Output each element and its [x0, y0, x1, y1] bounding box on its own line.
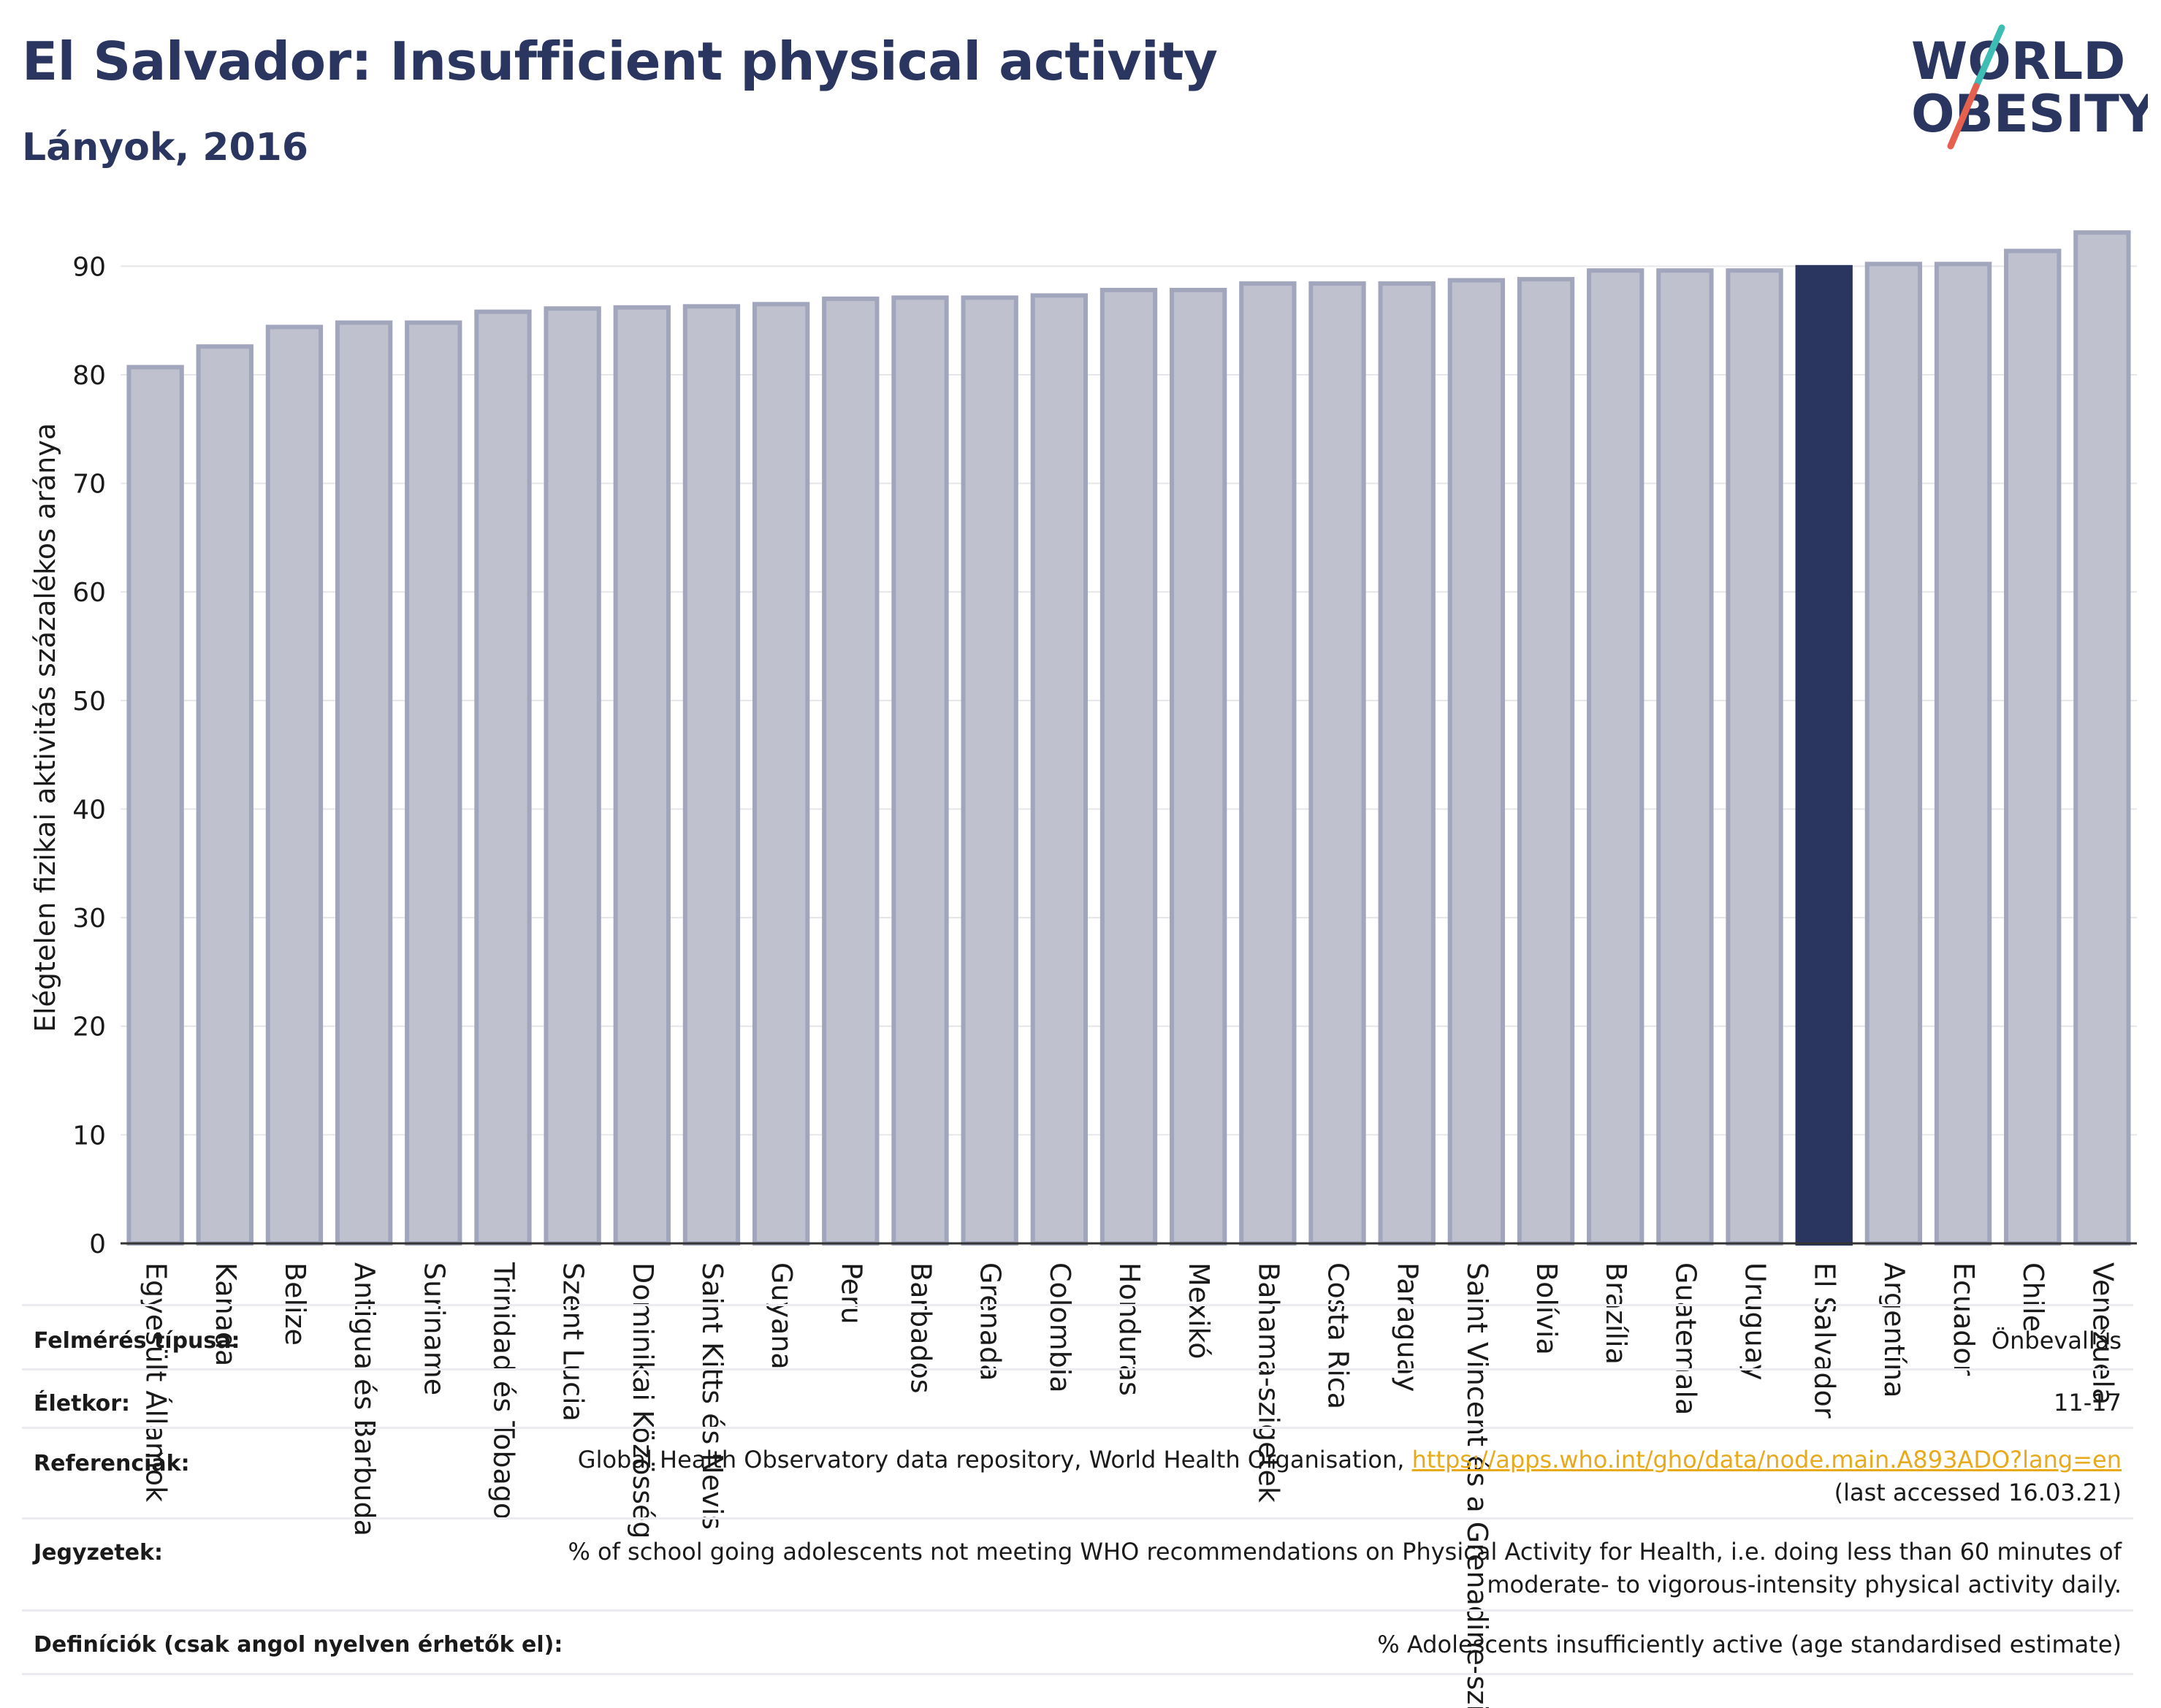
world-obesity-logo: WORLD OBESITY — [1911, 24, 2148, 150]
bar — [2073, 230, 2131, 1246]
x-tick-label: Guyana — [766, 1262, 798, 1370]
logo-slash-red — [1947, 83, 1980, 150]
x-tick-label: Saint Kitts és Nevis — [696, 1262, 728, 1530]
bar — [1447, 278, 1506, 1246]
x-tick-label: Belize — [279, 1262, 311, 1346]
page-title: El Salvador: Insufficient physical activ… — [22, 31, 1218, 92]
info-row-definitions: Definíciók (csak angol nyelven érhetők e… — [22, 1609, 2133, 1675]
logo-word-obesity: OBESITY — [1911, 84, 2148, 144]
y-tick-label: 50 — [72, 687, 106, 717]
x-tick-label: Suriname — [418, 1262, 450, 1395]
x-tick-label: Egyesült Államok — [140, 1262, 172, 1502]
bar — [961, 295, 1018, 1246]
notes-line-1: % of school going adolescents not meetin… — [568, 1538, 2122, 1566]
x-tick-label: Saint Vincent és a Grenadine-szigetek — [1461, 1262, 1493, 1708]
bar — [1934, 262, 1992, 1246]
references-text: Global Health Observatory data repositor… — [577, 1446, 1412, 1473]
y-tick-label: 90 — [72, 252, 106, 282]
x-tick-label: Dominikai Közösség — [627, 1262, 659, 1539]
y-tick-label: 80 — [72, 361, 106, 391]
x-tick-label: Mexikó — [1183, 1262, 1215, 1359]
x-tick-label: Kanada — [210, 1262, 242, 1366]
x-tick-label: Uruguay — [1739, 1262, 1772, 1381]
x-tick-label: Honduras — [1113, 1262, 1146, 1396]
x-tick-label: Venezuela — [2086, 1262, 2119, 1405]
notes-line-2: moderate- to vigorous-intensity physical… — [1487, 1570, 2122, 1598]
age-value: 11-17 — [2054, 1389, 2122, 1417]
info-row-survey: Felmérés típusa: Önbevallás — [22, 1304, 2133, 1370]
references-access: (last accessed 16.03.21) — [1834, 1478, 2122, 1506]
bar — [682, 304, 741, 1246]
bar — [405, 320, 462, 1246]
x-tick-label: Barbados — [904, 1262, 937, 1394]
info-row-age: Életkor: 11-17 — [22, 1368, 2133, 1429]
y-tick-label: 40 — [72, 795, 106, 825]
bar — [1656, 268, 1714, 1246]
bar — [1239, 281, 1297, 1246]
x-tick-label: Peru — [835, 1262, 867, 1324]
bar — [613, 305, 671, 1246]
bar-highlight — [1795, 264, 1853, 1246]
references-label: Referenciák: — [34, 1451, 190, 1476]
x-tick-label: Szent Lucia — [557, 1262, 590, 1422]
info-row-references: Referenciák: Global Health Observatory d… — [22, 1427, 2133, 1520]
bar — [335, 320, 393, 1246]
bar — [1099, 288, 1158, 1246]
bar — [822, 296, 880, 1246]
y-tick-label: 10 — [72, 1121, 106, 1151]
y-axis-label: Elégtelen fizikai aktivitás százalékos a… — [29, 423, 61, 1032]
y-tick-label: 20 — [72, 1013, 106, 1042]
bar — [1587, 268, 1644, 1246]
bar — [1517, 277, 1575, 1246]
y-tick-label: 70 — [72, 470, 106, 500]
page-subtitle: Lányok, 2016 — [22, 126, 309, 169]
bar — [126, 365, 184, 1246]
bar — [544, 306, 601, 1246]
x-tick-label: Chile — [2017, 1262, 2049, 1332]
definitions-label: Definíciók (csak angol nyelven érhetők e… — [34, 1632, 563, 1658]
bar — [1030, 293, 1088, 1246]
y-tick-label: 60 — [72, 578, 106, 608]
bottom-divider — [22, 1673, 2133, 1675]
x-tick-label: Brazília — [1600, 1262, 1632, 1365]
definitions-value: % Adolescents insufficiently active (age… — [1377, 1631, 2122, 1658]
x-tick-label: Argentína — [1878, 1262, 1910, 1398]
logo-word-world: WORLD — [1911, 31, 2125, 91]
bar — [1864, 262, 1923, 1246]
x-tick-label: Guatemala — [1669, 1262, 1701, 1415]
survey-type-value: Önbevallás — [1991, 1327, 2122, 1354]
bar — [1170, 288, 1227, 1246]
notes-value: % of school going adolescents not meetin… — [568, 1536, 2122, 1601]
bar — [752, 302, 810, 1246]
x-tick-label: Ecuador — [1948, 1262, 1980, 1376]
y-tick-label: 0 — [89, 1229, 106, 1259]
bar — [2004, 248, 2062, 1246]
x-tick-label: El Salvador — [1809, 1262, 1841, 1419]
bar — [196, 344, 254, 1246]
survey-type-label: Felmérés típusa: — [34, 1328, 240, 1354]
age-label: Életkor: — [34, 1391, 131, 1417]
bar — [1726, 268, 1783, 1246]
x-tick-label: Grenada — [975, 1262, 1007, 1381]
bar — [265, 324, 324, 1246]
y-tick-label: 30 — [72, 904, 106, 934]
logo-slash-teal — [1973, 24, 2005, 90]
x-tick-label: Antigua és Barbuda — [348, 1262, 381, 1536]
x-tick-label: Costa Rica — [1322, 1262, 1354, 1409]
bar — [1308, 281, 1366, 1246]
bar — [891, 295, 949, 1246]
bar — [474, 309, 532, 1246]
info-row-notes: Jegyzetek: % of school going adolescents… — [22, 1517, 2133, 1612]
x-tick-label: Bahama-szigetek — [1252, 1262, 1284, 1503]
references-link[interactable]: https://apps.who.int/gho/data/node.main.… — [1411, 1446, 2122, 1473]
x-tick-label: Colombia — [1044, 1262, 1076, 1393]
notes-label: Jegyzetek: — [34, 1540, 163, 1566]
references-value: Global Health Observatory data repositor… — [578, 1444, 2122, 1509]
bar — [1378, 281, 1436, 1246]
x-tick-label: Bolívia — [1531, 1262, 1563, 1355]
